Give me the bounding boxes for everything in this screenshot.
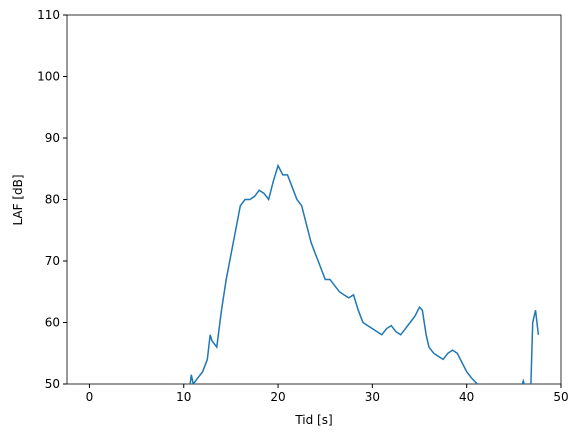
x-tick-label: 0 — [86, 390, 94, 404]
y-tick-label: 110 — [37, 8, 60, 22]
data-line — [189, 163, 540, 384]
y-tick-label: 60 — [45, 316, 60, 330]
x-tick-label: 40 — [459, 390, 474, 404]
x-tick-label: 20 — [270, 390, 285, 404]
x-tick-label: 10 — [176, 390, 191, 404]
y-tick-label: 80 — [45, 193, 60, 207]
y-tick-label: 90 — [45, 131, 60, 145]
x-tick-label: 30 — [365, 390, 380, 404]
y-tick-label: 50 — [45, 377, 60, 391]
y-tick-label: 70 — [45, 254, 60, 268]
x-tick-label: 50 — [553, 390, 568, 404]
y-axis-label: LAF [dB] — [11, 174, 25, 225]
plot-frame — [66, 14, 562, 385]
y-tick-label: 100 — [37, 70, 60, 84]
x-axis-label: Tid [s] — [294, 413, 332, 427]
